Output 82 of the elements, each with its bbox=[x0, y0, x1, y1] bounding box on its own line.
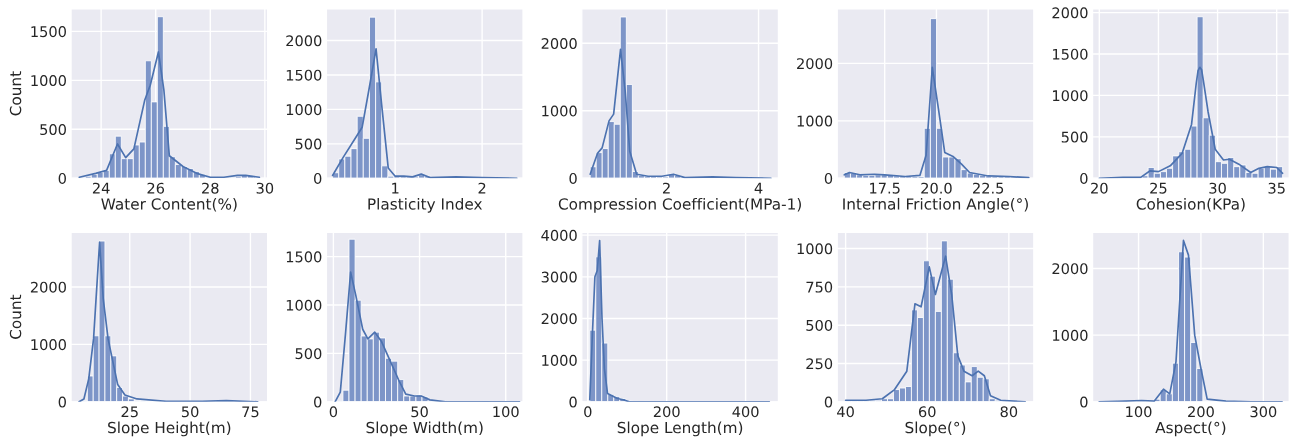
y-tick-label: 1000 bbox=[542, 105, 577, 117]
y-tick-label: 0 bbox=[1080, 396, 1088, 408]
x-tick-label: 20.0 bbox=[921, 182, 952, 194]
x-tick-label: 400 bbox=[732, 406, 759, 418]
y-tick-label: 3000 bbox=[541, 271, 577, 283]
x-tick-label: 25 bbox=[1150, 182, 1167, 194]
x-tick-label: 30 bbox=[1209, 182, 1226, 194]
x-tick-label: 35 bbox=[1268, 182, 1285, 194]
y-tick-label: 0 bbox=[58, 172, 66, 184]
y-tick-label: 1000 bbox=[1052, 329, 1088, 341]
x-tick-label: 2 bbox=[478, 182, 486, 194]
x-axis-title: Slope Length(m) bbox=[617, 421, 743, 437]
y-tick-label: 2000 bbox=[797, 58, 833, 70]
x-tick-label: 200 bbox=[653, 406, 680, 418]
y-tick-label: 0 bbox=[569, 396, 577, 408]
x-tick-label: 24 bbox=[92, 182, 110, 194]
y-tick-label: 1000 bbox=[542, 354, 577, 366]
y-tick-label: 1000 bbox=[797, 115, 833, 127]
x-tick-label: 26 bbox=[147, 182, 165, 194]
x-axis-title: Slope(°) bbox=[905, 421, 966, 437]
y-tick-label: 0 bbox=[1080, 172, 1088, 184]
x-axis-title: Compression Coefficient(MPa-1) bbox=[558, 197, 801, 213]
y-axis-title: Count bbox=[9, 294, 22, 339]
y-tick-label: 1500 bbox=[286, 69, 322, 81]
x-tick-label: 75 bbox=[242, 406, 259, 418]
x-tick-label: 1 bbox=[392, 182, 399, 194]
x-axis-title: Slope Width(m) bbox=[366, 421, 483, 437]
y-tick-label: 0 bbox=[314, 396, 322, 408]
y-tick-label: 2000 bbox=[286, 35, 322, 47]
y-tick-label: 2000 bbox=[541, 38, 577, 50]
x-axis-title: Internal Friction Angle(°) bbox=[843, 197, 1028, 213]
x-tick-label: 0 bbox=[584, 406, 592, 418]
x-tick-label: 17.5 bbox=[870, 182, 900, 194]
x-axis-title: Cohesion(KPa) bbox=[1136, 197, 1245, 212]
y-tick-label: 1000 bbox=[31, 75, 66, 87]
y-tick-label: 500 bbox=[40, 124, 66, 136]
y-tick-label: 1000 bbox=[1052, 90, 1088, 102]
y-tick-label: 1000 bbox=[286, 299, 322, 311]
x-axis-title: Water Content(%) bbox=[101, 197, 237, 212]
y-axis-title: Count bbox=[9, 71, 22, 116]
x-axis-title: Aspect(°) bbox=[1155, 421, 1226, 437]
x-tick-label: 80 bbox=[1000, 406, 1018, 418]
x-tick-label: 25 bbox=[121, 406, 138, 418]
x-tick-label: 4 bbox=[754, 182, 763, 194]
y-tick-label: 2000 bbox=[1052, 7, 1088, 19]
y-tick-label: 0 bbox=[569, 172, 577, 184]
y-tick-label: 0 bbox=[824, 172, 833, 184]
y-tick-label: 1000 bbox=[797, 243, 833, 255]
x-tick-label: 100 bbox=[1126, 406, 1152, 418]
x-tick-label: 2 bbox=[662, 182, 670, 194]
y-tick-label: 2000 bbox=[30, 281, 66, 293]
y-tick-label: 4000 bbox=[541, 229, 577, 241]
y-tick-label: 1500 bbox=[286, 251, 322, 263]
x-tick-label: 300 bbox=[1250, 406, 1277, 418]
y-tick-label: 250 bbox=[806, 358, 833, 370]
x-axis-title: Slope Height(m) bbox=[108, 421, 231, 437]
y-tick-label: 1000 bbox=[286, 104, 322, 116]
x-tick-label: 20 bbox=[1091, 182, 1108, 194]
y-tick-label: 2000 bbox=[1052, 263, 1088, 275]
y-tick-label: 750 bbox=[806, 281, 833, 293]
x-tick-label: 60 bbox=[918, 406, 936, 418]
x-axis-title: Plasticity Index bbox=[368, 197, 483, 213]
x-tick-label: 200 bbox=[1188, 406, 1214, 418]
y-tick-label: 500 bbox=[295, 138, 322, 150]
y-tick-label: 500 bbox=[1061, 131, 1088, 143]
y-tick-label: 1500 bbox=[31, 26, 66, 38]
x-tick-label: 40 bbox=[837, 406, 854, 418]
y-tick-label: 500 bbox=[806, 319, 833, 331]
x-tick-label: 50 bbox=[181, 406, 199, 418]
x-tick-label: 100 bbox=[493, 406, 519, 418]
x-tick-label: 0 bbox=[329, 406, 338, 418]
y-tick-label: 0 bbox=[824, 396, 833, 408]
y-tick-label: 0 bbox=[314, 172, 322, 184]
x-tick-label: 28 bbox=[202, 182, 219, 194]
y-tick-label: 500 bbox=[295, 348, 322, 360]
x-tick-label: 30 bbox=[256, 182, 274, 194]
x-tick-label: 22.5 bbox=[973, 182, 1004, 194]
y-tick-label: 2000 bbox=[541, 313, 577, 325]
y-tick-label: 1000 bbox=[31, 339, 66, 351]
y-tick-label: 0 bbox=[58, 396, 66, 408]
y-tick-label: 1500 bbox=[1052, 48, 1088, 60]
x-tick-label: 50 bbox=[411, 406, 428, 418]
